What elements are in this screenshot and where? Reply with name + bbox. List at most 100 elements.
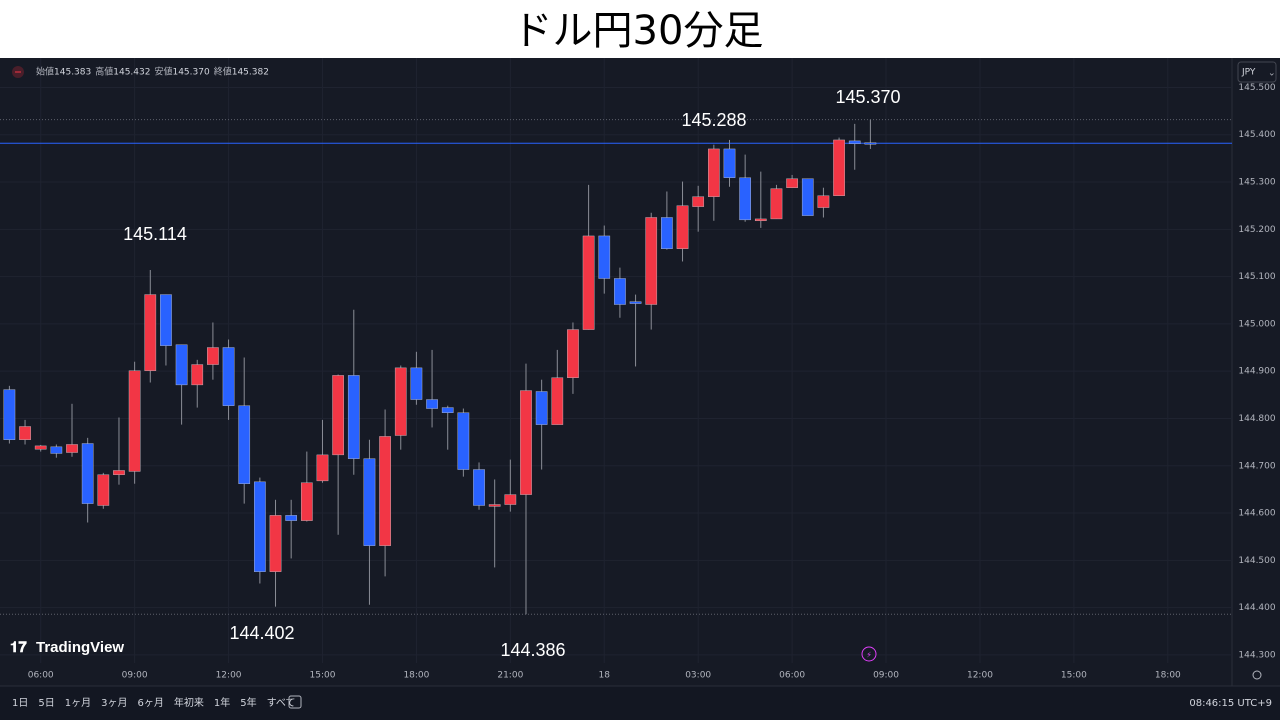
- currency-select[interactable]: [1237, 61, 1277, 83]
- x-tick-label: 06:00: [779, 671, 805, 681]
- legend-value: 145.370: [172, 68, 209, 78]
- grid: [0, 58, 1232, 663]
- x-tick-label: 06:00: [28, 671, 54, 681]
- annotation: 145.370: [835, 87, 900, 107]
- range-button[interactable]: すべて: [267, 697, 296, 709]
- candle-body: [316, 454, 329, 482]
- x-tick-label: 03:00: [685, 671, 711, 681]
- event-icon-glyph[interactable]: ⚡: [866, 651, 872, 660]
- page-title: ドル円30分足: [513, 8, 764, 54]
- candle-body: [50, 446, 63, 454]
- candle-body: [848, 140, 861, 144]
- candle-body: [426, 399, 438, 409]
- range-button[interactable]: 年初来: [174, 696, 204, 709]
- candle-body: [582, 235, 595, 330]
- x-tick-label: 21:00: [497, 671, 523, 681]
- candle-body: [567, 329, 579, 378]
- bottom-toolbar: [0, 686, 1280, 720]
- candle-body: [614, 278, 626, 305]
- candle-body: [19, 426, 31, 440]
- y-tick-label: 145.000: [1238, 319, 1275, 329]
- range-buttons: 1日 5日 1ヶ月 3ヶ月 6ヶ月 年初来 1年 5年 すべて: [12, 696, 296, 709]
- candle-body: [410, 367, 423, 400]
- candle-body: [504, 494, 517, 505]
- settings-icon[interactable]: [1252, 670, 1262, 680]
- legend-label: 安値: [154, 66, 172, 78]
- legend-value: 145.382: [232, 68, 269, 78]
- candle-body: [739, 177, 751, 221]
- candle-body: [175, 344, 188, 386]
- y-tick-label: 144.800: [1238, 414, 1275, 424]
- candle-body: [379, 436, 391, 546]
- candle-body: [3, 389, 16, 440]
- candle-body: [817, 195, 830, 208]
- currency-caret[interactable]: ⌄: [1268, 69, 1276, 79]
- candle-body: [191, 364, 204, 386]
- x-tick-label: 18:00: [403, 671, 429, 681]
- annotation: 145.288: [681, 110, 746, 130]
- candle-body: [238, 405, 251, 484]
- x-tick-label: 15:00: [310, 671, 336, 681]
- x-tick-label: 15:00: [1061, 671, 1087, 681]
- candle-body: [708, 148, 720, 197]
- candle-body: [222, 347, 235, 406]
- x-tick-label: 18:00: [1155, 671, 1181, 681]
- y-tick-label: 144.500: [1238, 556, 1275, 566]
- event-icon[interactable]: [861, 646, 877, 662]
- y-tick-label: 144.300: [1238, 650, 1275, 660]
- y-tick-label: 145.500: [1238, 83, 1275, 93]
- clock: 08:46:15 UTC+9: [1189, 698, 1272, 709]
- candle-body: [144, 294, 157, 371]
- candle-body: [300, 482, 313, 521]
- candle-body: [661, 217, 673, 249]
- logo-icon: 𝟏𝟕: [10, 639, 27, 656]
- candle-body: [81, 443, 94, 504]
- range-button[interactable]: 1ヶ月: [65, 697, 91, 709]
- candle-body: [801, 178, 814, 216]
- y-tick-label: 145.100: [1238, 272, 1275, 282]
- candle-body: [128, 370, 141, 472]
- candle-body: [598, 235, 611, 279]
- candle-body: [332, 375, 344, 456]
- candle-body: [160, 294, 172, 346]
- y-tick-label: 144.700: [1238, 461, 1275, 471]
- candle-body: [786, 178, 798, 188]
- candle-body: [254, 481, 266, 572]
- candle-body: [97, 474, 110, 506]
- candle-body: [34, 445, 47, 450]
- y-tick-label: 145.400: [1238, 130, 1275, 140]
- y-tick-label: 144.400: [1238, 603, 1275, 613]
- x-tick-label: 18: [599, 671, 611, 681]
- range-button[interactable]: 1日: [12, 698, 28, 709]
- currency-label[interactable]: JPY: [1241, 68, 1256, 78]
- legend-label: 始値: [36, 66, 54, 78]
- range-button[interactable]: 3ヶ月: [101, 697, 127, 709]
- y-tick-label: 144.600: [1238, 509, 1275, 519]
- annotation: 144.386: [500, 640, 565, 660]
- legend-value: 145.383: [54, 68, 91, 78]
- candle-body: [645, 217, 658, 305]
- y-tick-label: 145.200: [1238, 225, 1275, 235]
- candle-body: [207, 347, 219, 365]
- range-button[interactable]: 1年: [214, 696, 230, 709]
- candle-body: [833, 139, 845, 196]
- y-tick-label: 144.900: [1238, 367, 1275, 377]
- candle-body: [723, 148, 736, 178]
- range-button[interactable]: 6ヶ月: [138, 697, 164, 709]
- date-range-icon[interactable]: [288, 695, 302, 709]
- candle-body: [285, 515, 298, 521]
- range-button[interactable]: 5日: [38, 698, 54, 709]
- candle-body: [629, 301, 642, 304]
- candle-body: [770, 188, 783, 220]
- candle-body: [347, 375, 360, 459]
- range-button[interactable]: 5年: [240, 696, 256, 709]
- logo-text: TradingView: [36, 639, 124, 656]
- header-bg: [0, 0, 1280, 58]
- candle-body: [676, 205, 689, 249]
- candle-body: [488, 504, 501, 507]
- x-tick-label: 12:00: [967, 671, 993, 681]
- candle-body: [113, 470, 125, 475]
- legend-label: 高値: [95, 66, 113, 78]
- legend-value: 145.432: [113, 68, 150, 78]
